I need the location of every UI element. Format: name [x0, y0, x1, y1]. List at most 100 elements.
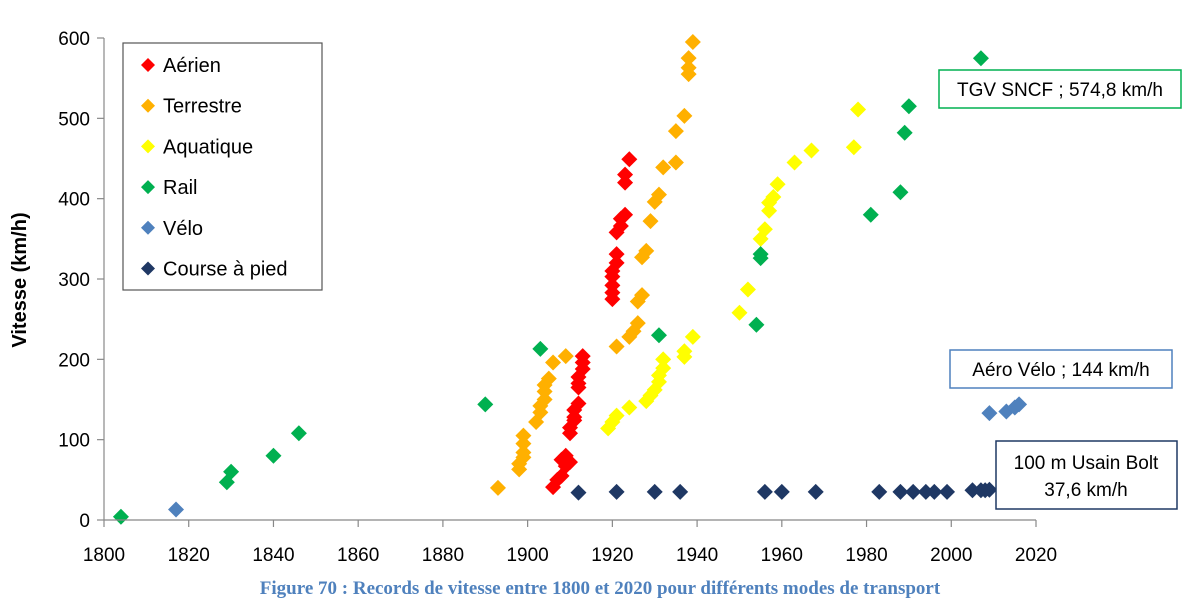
- legend-marker: [141, 58, 155, 72]
- data-point: [617, 166, 634, 183]
- annotation-aero-velo-text: Aéro Vélo ; 144 km/h: [972, 360, 1149, 381]
- data-point: [731, 304, 748, 321]
- legend-label: Terrestre: [163, 96, 242, 118]
- legend: Aérien Terrestre Aquatique Rail Vélo Course à…: [122, 42, 323, 291]
- data-point: [621, 399, 638, 416]
- data-point: [896, 124, 913, 141]
- speed-records-chart: 0 100 200 300 400 500 600 1800 1820 1840 1860 1880 1…: [9, 29, 1182, 566]
- data-point: [773, 483, 790, 500]
- data-point: [608, 246, 625, 263]
- y-tick-label: 400: [58, 190, 90, 211]
- legend-marker: [141, 98, 155, 113]
- annotation-tgv-box: [938, 69, 1182, 109]
- series-2: [600, 101, 867, 437]
- annotation-usain-bolt-line2: 37,6 km/h: [1044, 480, 1127, 501]
- data-point: [536, 391, 553, 408]
- annotation-usain-bolt-box: [995, 440, 1178, 510]
- data-point: [515, 435, 532, 452]
- annotation-aero-velo: Aéro Vélo ; 144 km/h: [949, 349, 1173, 389]
- annotation-tgv-text: TGV SNCF ; 574,8 km/h: [957, 80, 1163, 101]
- data-point: [684, 34, 701, 51]
- data-point: [972, 50, 989, 67]
- y-tick-label: 0: [79, 511, 90, 532]
- axes: 0 100 200 300 400 500 600 1800 1820 1840 1860 1880 1…: [58, 29, 1057, 566]
- legend-box: [122, 42, 323, 291]
- data-point: [1011, 396, 1028, 413]
- x-tick-label: 1860: [337, 545, 379, 566]
- data-point: [981, 405, 998, 422]
- data-point: [892, 483, 909, 500]
- data-point: [905, 483, 922, 500]
- data-point: [917, 483, 934, 500]
- x-tick-label: 1900: [506, 545, 548, 566]
- data-point: [515, 444, 532, 461]
- data-point: [850, 101, 867, 118]
- figure-caption: Figure 70 : Records de vitesse entre 180…: [259, 578, 941, 599]
- annotations: TGV SNCF ; 574,8 km/h Aéro Vélo ; 144 km…: [938, 69, 1182, 510]
- annotation-usain-bolt-line1: 100 m Usain Bolt: [1014, 453, 1159, 474]
- y-tick-label: 500: [58, 109, 90, 130]
- data-point: [964, 482, 981, 499]
- data-point: [112, 508, 129, 525]
- data-point: [676, 107, 693, 124]
- data-point: [769, 176, 786, 193]
- x-tick-label: 1820: [168, 545, 210, 566]
- data-point: [646, 483, 663, 500]
- data-point: [515, 427, 532, 444]
- data-point: [684, 328, 701, 345]
- data-point: [680, 59, 697, 76]
- data-point: [617, 174, 634, 191]
- data-point: [545, 354, 562, 371]
- y-tick-label: 600: [58, 29, 90, 50]
- data-point: [570, 484, 587, 501]
- data-point: [608, 407, 625, 424]
- data-point: [655, 159, 672, 176]
- x-tick-label: 2020: [1015, 545, 1057, 566]
- data-point: [290, 425, 307, 442]
- data-point: [752, 246, 769, 263]
- data-point: [477, 396, 494, 413]
- data-point: [608, 254, 625, 271]
- data-point: [562, 454, 578, 471]
- data-point: [939, 483, 956, 500]
- data-point: [748, 316, 765, 333]
- x-tick-label: 1960: [761, 545, 803, 566]
- data-point: [845, 139, 862, 156]
- data-point: [756, 483, 773, 500]
- x-tick-label: 1800: [83, 545, 125, 566]
- y-tick-label: 100: [58, 431, 90, 452]
- data-point: [667, 123, 684, 140]
- data-point: [574, 348, 591, 365]
- data-point: [871, 483, 888, 500]
- y-axis-label: Vitesse (km/h): [9, 212, 31, 347]
- data-point: [807, 483, 824, 500]
- legend-marker: [141, 180, 155, 195]
- data-point: [570, 395, 587, 412]
- legend-label: Course à pied: [163, 259, 288, 281]
- data-point: [900, 98, 917, 115]
- y-tick-label: 200: [58, 350, 90, 371]
- data-point: [634, 287, 651, 304]
- legend-label: Aquatique: [163, 136, 253, 158]
- legend-label: Aérien: [163, 55, 221, 77]
- series-3: [112, 50, 989, 525]
- data-point: [862, 206, 879, 223]
- data-point: [739, 281, 756, 298]
- annotation-tgv: TGV SNCF ; 574,8 km/h: [938, 69, 1182, 109]
- data-point: [926, 483, 943, 500]
- data-point: [638, 242, 655, 259]
- data-point: [540, 370, 557, 387]
- x-tick-label: 2000: [930, 545, 972, 566]
- series-4: [168, 396, 1028, 518]
- data-point: [650, 186, 667, 203]
- data-point: [672, 483, 689, 500]
- data-point: [642, 213, 659, 230]
- data-point: [655, 351, 672, 368]
- data-point: [557, 348, 574, 365]
- series-5: [570, 481, 998, 501]
- data-point: [892, 184, 909, 201]
- data-point: [489, 479, 506, 496]
- annotation-aero-velo-box: [949, 349, 1173, 389]
- data-point: [803, 142, 820, 159]
- data-point: [756, 221, 773, 238]
